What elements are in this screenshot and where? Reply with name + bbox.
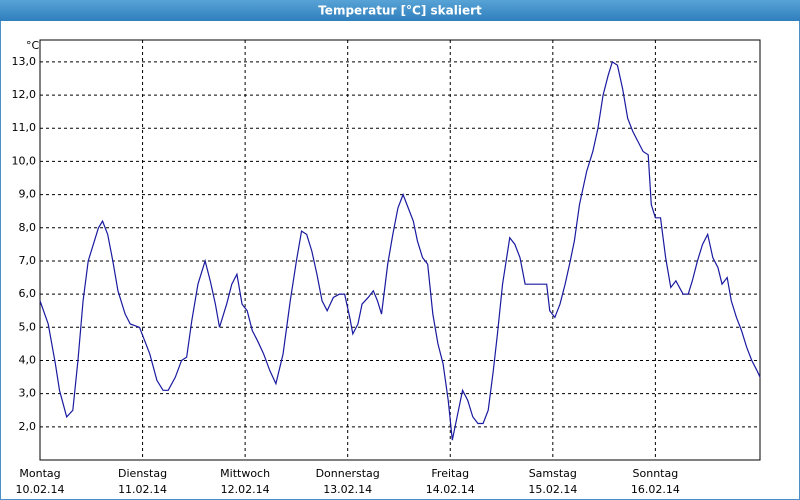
x-tick-label: 12.02.14 (221, 483, 270, 496)
y-tick-label: 11,0 (12, 121, 37, 134)
x-tick-label: Samstag (529, 467, 577, 480)
x-tick-label: Mittwoch (220, 467, 270, 480)
y-tick-label: 3,0 (19, 387, 37, 400)
y-tick-label: 2,0 (19, 420, 37, 433)
y-tick-label: 4,0 (19, 353, 37, 366)
temperature-line (39, 60, 761, 441)
y-tick-label: 5,0 (19, 320, 37, 333)
plot-frame (39, 39, 761, 461)
y-unit: °C (26, 39, 40, 52)
x-tick-label: Donnerstag (316, 467, 380, 480)
y-tick-label: 7,0 (19, 254, 37, 267)
x-tick-label: Freitag (431, 467, 469, 480)
y-tick-label: 9,0 (19, 188, 37, 201)
y-tick-label: 10,0 (12, 154, 37, 167)
x-tick-label: 11.02.14 (118, 483, 167, 496)
x-tick-label: 13.02.14 (323, 483, 372, 496)
y-tick-label: 6,0 (19, 287, 37, 300)
y-tick-label: 8,0 (19, 221, 37, 234)
x-tick-label: 14.02.14 (426, 483, 475, 496)
x-tick-label: 15.02.14 (528, 483, 577, 496)
x-tick-label: 16.02.14 (631, 483, 680, 496)
x-tick-label: Sonntag (633, 467, 679, 480)
y-tick-label: 12,0 (12, 88, 37, 101)
chart-title: Temperatur [°C] skaliert (318, 4, 482, 18)
title-bar (0, 0, 800, 21)
x-tick-label: Dienstag (118, 467, 167, 480)
x-tick-label: 10.02.14 (16, 483, 65, 496)
y-tick-label: 13,0 (12, 55, 37, 68)
x-tick-label: Montag (19, 467, 60, 480)
